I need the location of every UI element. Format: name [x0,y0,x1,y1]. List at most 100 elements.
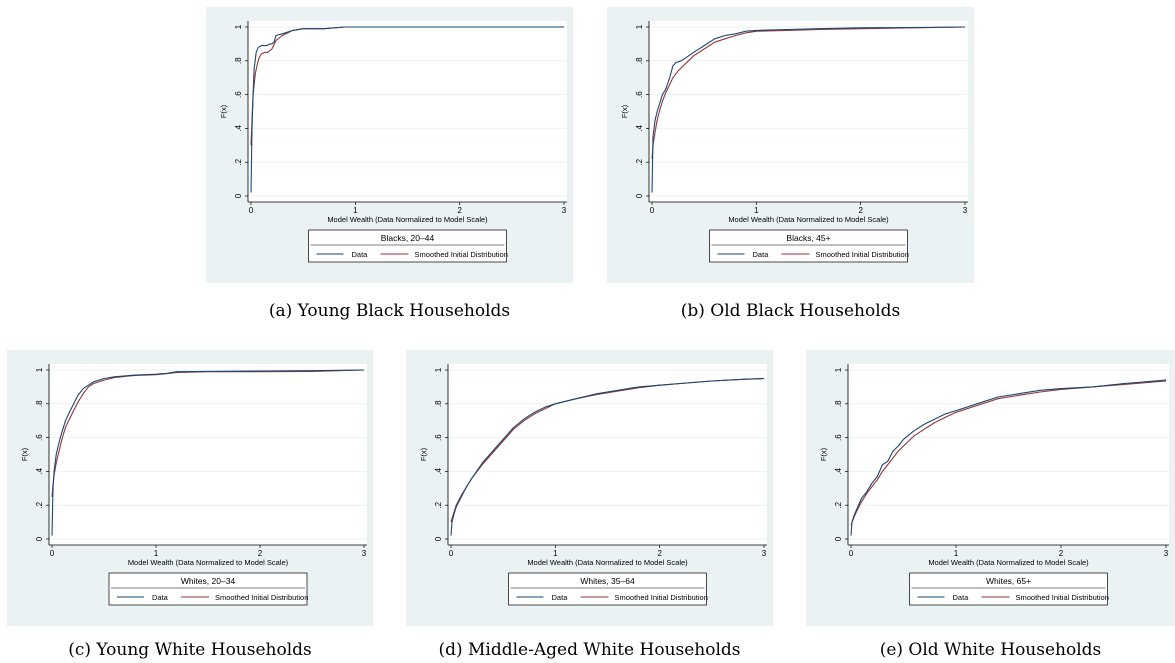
chart-a-ytick-label: 1 [234,24,243,29]
chart-c-svg: 0 .2 .4 .6 .8 1 0 1 2 3 Model Wealth (Data Normali… [7,350,373,626]
chart-e-series-smoothed-line [850,380,1167,526]
chart-b-legend-label-data: Data [753,250,770,259]
chart-d-ytick-label: 1 [434,367,443,372]
chart-e-xtick-label: 0 [849,549,854,558]
chart-b-legend-label-smoothed: Smoothed Initial Distribution [816,250,909,259]
chart-b-xtick-label: 1 [754,206,759,215]
chart-b-series-data-line [651,26,966,193]
chart-d-ylabel: F(x) [419,447,428,461]
chart-b-xtick-label: 2 [858,206,863,215]
chart-a-xtick-label: 0 [249,206,254,215]
chart-a-legend-label-data: Data [352,250,369,259]
chart-d-ytick-label: .6 [434,434,443,441]
chart-e-legend-title: Whites, 65+ [986,576,1031,586]
chart-e-xtick-label: 1 [954,549,959,558]
chart-e-ytick-label: .6 [834,434,843,441]
chart-a-legend-label-smoothed: Smoothed Initial Distribution [415,250,508,259]
chart-a-xtick-label: 1 [353,206,358,215]
chart-e-ytick-label: 1 [834,367,843,372]
chart-d-ytick-label: .2 [434,501,443,508]
chart-panel-a: 0 .2 .4 .6 .8 1 0 1 2 3 Model Wealth (Data Normali… [206,7,573,283]
chart-d-legend-label-smoothed: Smoothed Initial Distribution [615,593,708,602]
chart-a-ytick-label: .6 [234,91,243,98]
chart-e-legend-label-data: Data [953,593,970,602]
chart-d-series-data-line [450,377,765,536]
chart-d-xtick-label: 1 [553,549,558,558]
chart-a-legend-title: Blacks, 20–44 [381,233,435,243]
chart-c-legend-label-data: Data [152,593,169,602]
chart-d-svg: 0 .2 .4 .6 .8 1 0 1 2 3 Model Wealth (Data Normali… [406,350,773,626]
chart-e-legend-label-smoothed: Smoothed Initial Distribution [1016,593,1109,602]
chart-c-caption: (c) Young White Households [68,640,312,660]
chart-e-plot-area [848,364,1169,545]
chart-b-plot-area [649,21,968,202]
chart-b-xlabel: Model Wealth (Data Normalized to Model S… [728,215,889,224]
chart-a-ytick-label: .8 [234,57,243,64]
chart-c-xtick-label: 2 [258,549,263,558]
chart-c-legend-title: Whites, 20–34 [181,576,236,586]
chart-d-ytick-label: .8 [434,400,443,407]
chart-e-ytick-label: 0 [834,536,843,541]
chart-b-legend [709,229,908,263]
chart-a-svg: 0 .2 .4 .6 .8 1 0 1 2 3 Model Wealth (Data Normali… [206,7,573,283]
chart-c-legend-label-smoothed: Smoothed Initial Distribution [215,593,308,602]
chart-a-ytick-label: 0 [234,193,243,198]
chart-panel-b: 0 .2 .4 .6 .8 1 0 1 2 3 Model Wealth (Data Normali… [607,7,974,283]
chart-panel-d: 0 .2 .4 .6 .8 1 0 1 2 3 Model Wealth (Data Normali… [406,350,773,626]
chart-d-legend-label-data: Data [552,593,569,602]
chart-c-series-data-line [51,369,365,536]
chart-e-ytick-label: .8 [834,400,843,407]
chart-d-legend [508,572,707,606]
chart-c-ytick-label: .2 [35,501,44,508]
chart-b-ylabel: F(x) [620,104,629,118]
chart-e-legend [909,572,1108,606]
chart-c-ytick-label: 0 [35,536,44,541]
chart-d-xlabel: Model Wealth (Data Normalized to Model S… [527,558,688,567]
chart-c-ytick-label: .4 [35,468,44,475]
chart-e-caption: (e) Old White Households [879,640,1102,660]
chart-b-series-smoothed-line [651,26,966,159]
chart-a-legend [308,229,507,263]
chart-b-caption: (b) Old Black Households [680,301,901,321]
chart-c-ytick-label: 1 [35,367,44,372]
chart-a-xtick-label: 2 [457,206,462,215]
chart-b-ytick-label: 1 [635,24,644,29]
chart-e-ytick-label: .2 [834,501,843,508]
chart-d-xtick-label: 3 [762,549,767,558]
chart-panel-c: 0 .2 .4 .6 .8 1 0 1 2 3 Model Wealth (Data Normali… [7,350,373,626]
chart-c-ylabel: F(x) [20,447,29,461]
chart-c-xtick-label: 1 [154,549,159,558]
chart-c-ytick-label: .8 [35,400,44,407]
chart-a-xlabel: Model Wealth (Data Normalized to Model S… [327,215,488,224]
chart-c-ytick-label: .6 [35,434,44,441]
chart-b-ytick-label: .4 [635,125,644,132]
chart-panel-e: 0 .2 .4 .6 .8 1 0 1 2 3 Model Wealth (Data Normali… [806,350,1175,626]
chart-d-caption: (d) Middle-Aged White Households [438,640,741,660]
chart-c-xtick-label: 0 [50,549,55,558]
chart-d-plot-area [448,364,767,545]
chart-a-xtick-label: 3 [562,206,567,215]
chart-c-series-smoothed-line [51,369,365,497]
chart-a-plot-area [248,21,567,202]
chart-a-caption: (a) Young Black Households [268,301,511,321]
chart-b-ytick-label: .8 [635,57,644,64]
chart-d-ytick-label: .4 [434,468,443,475]
chart-c-legend [108,572,308,606]
chart-a-ylabel: F(x) [219,104,228,118]
chart-e-svg: 0 .2 .4 .6 .8 1 0 1 2 3 Model Wealth (Data Normali… [806,350,1175,626]
chart-b-xtick-label: 0 [650,206,655,215]
chart-b-ytick-label: .6 [635,91,644,98]
chart-d-xtick-label: 2 [657,549,662,558]
chart-b-ytick-label: 0 [635,193,644,198]
chart-e-xtick-label: 3 [1164,549,1169,558]
chart-c-xlabel: Model Wealth (Data Normalized to Model S… [128,558,289,567]
chart-e-ytick-label: .4 [834,468,843,475]
chart-a-ytick-label: .2 [234,158,243,165]
chart-e-series-data-line [850,379,1167,536]
chart-b-xtick-label: 3 [963,206,968,215]
chart-b-ytick-label: .2 [635,158,644,165]
chart-b-legend-title: Blacks, 45+ [786,233,830,243]
chart-c-xtick-label: 3 [362,549,367,558]
chart-d-xtick-label: 0 [449,549,454,558]
chart-b-svg: 0 .2 .4 .6 .8 1 0 1 2 3 Model Wealth (Data Normali… [607,7,974,283]
